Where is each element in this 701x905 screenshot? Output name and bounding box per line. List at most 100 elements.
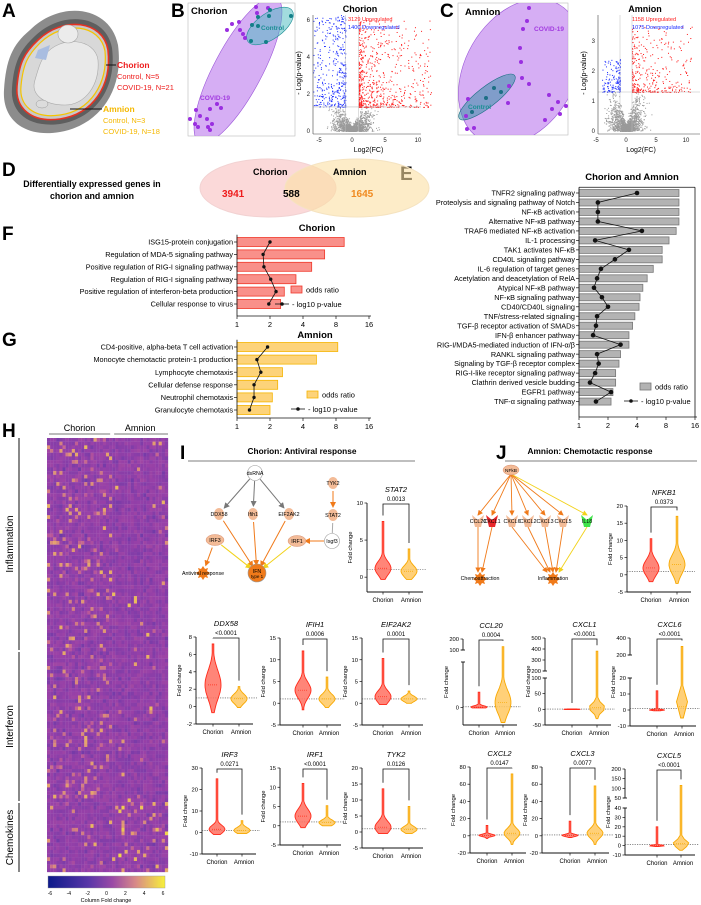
volcano-point-down xyxy=(320,77,322,79)
volcano-point-down xyxy=(328,83,330,85)
volcano-point-ns xyxy=(351,129,353,131)
volcano-point-up xyxy=(419,79,421,81)
volcano-point-down xyxy=(613,65,615,67)
volcano-point-down xyxy=(602,79,604,81)
volcano-point-ns xyxy=(346,121,348,123)
volcano-point-ns xyxy=(362,127,364,129)
volcano-point-ns xyxy=(332,123,334,125)
volcano-point-down xyxy=(616,68,618,70)
volcano-point-up xyxy=(638,67,640,69)
x-tick-label: 16 xyxy=(365,320,373,329)
volcano-point-up xyxy=(374,106,376,108)
volcano-point-ns xyxy=(620,110,622,112)
volcano-point-ns xyxy=(614,105,616,107)
volcano-point-ns xyxy=(622,124,624,126)
volcano-point-up xyxy=(386,104,388,106)
volcano-point-up xyxy=(408,96,410,98)
volcano-point-up xyxy=(649,90,651,92)
volcano-point-up xyxy=(384,88,386,90)
heatmap-cell xyxy=(149,441,153,446)
volcano-point-ns xyxy=(342,130,344,132)
volcano-point-ns xyxy=(338,118,340,120)
volcano-point-ns xyxy=(617,107,619,109)
volcano-point-up xyxy=(369,85,371,87)
heatmap-cell xyxy=(136,456,141,461)
volcano-point-ns xyxy=(636,121,638,123)
volcano-point-up xyxy=(373,29,375,31)
volcano-point-down xyxy=(610,84,612,86)
volcano-point-up xyxy=(368,104,370,106)
volcano-point-ns xyxy=(605,118,607,120)
volcano-point-up xyxy=(646,70,648,72)
volcano-point-down xyxy=(319,105,321,107)
volcano-point-up xyxy=(369,76,371,78)
volcano-point-up xyxy=(419,57,421,59)
volcano-point-ns xyxy=(611,124,613,126)
volcano-point-ns xyxy=(366,128,368,130)
volcano-point-up xyxy=(648,35,650,37)
volcano-point-down xyxy=(328,98,330,100)
volcano-point-up xyxy=(669,87,671,89)
volcano-point-up xyxy=(383,101,385,103)
volcano-point-ns xyxy=(340,122,342,124)
heatmap-cell xyxy=(65,460,69,464)
volcano-point-down xyxy=(342,97,344,99)
volcano-point-ns xyxy=(616,111,618,113)
x-tick-label: 5 xyxy=(654,138,658,144)
volcano-point-up xyxy=(377,53,379,55)
volcano-point-up xyxy=(408,60,410,62)
volcano-point-ns xyxy=(631,123,633,125)
volcano-point-down xyxy=(318,27,320,29)
heatmap-cell xyxy=(81,441,85,446)
volcano-point-up xyxy=(645,89,647,91)
volcano-point-ns xyxy=(612,109,614,111)
heatmap-cell xyxy=(71,456,76,461)
volcano-point-ns xyxy=(348,129,350,131)
volcano-point-ns xyxy=(351,129,353,131)
volcano-point-up xyxy=(404,86,406,88)
volcano-point-up xyxy=(635,73,637,75)
volcano-point-up xyxy=(377,44,379,46)
volcano-point-up xyxy=(373,79,375,81)
volcano-point-up xyxy=(398,106,400,108)
volcano-point-down xyxy=(615,86,617,88)
volcano-point-up xyxy=(372,97,374,99)
volcano-point-down xyxy=(615,82,617,84)
volcano-point-ns xyxy=(614,128,616,130)
volcano-point-down xyxy=(611,59,613,61)
volcano-point-ns xyxy=(620,105,622,107)
volcano-point-ns xyxy=(612,123,614,125)
category-label: RIG-I-like receptor signaling pathway xyxy=(455,369,575,378)
volcano-point-up xyxy=(358,105,360,107)
volcano-point-ns xyxy=(355,122,357,124)
volcano-point-down xyxy=(337,101,339,103)
volcano-point-up xyxy=(374,101,376,103)
volcano-point-ns xyxy=(333,115,335,117)
volcano-point-down xyxy=(329,100,331,102)
volcano-point-down xyxy=(318,24,320,26)
volcano-point-up xyxy=(369,89,371,91)
volcano-point-ns xyxy=(350,127,352,129)
volcano-point-ns xyxy=(362,113,364,115)
volcano-point-up xyxy=(369,105,371,107)
volcano-point-ns xyxy=(635,124,637,126)
volcano-point-up xyxy=(376,88,378,90)
volcano-point-down xyxy=(317,63,319,65)
heatmap-cell xyxy=(146,441,150,446)
pvalue-point xyxy=(594,276,600,281)
volcano-point-ns xyxy=(614,92,616,94)
volcano-point-ns xyxy=(622,115,624,117)
category-label: CD40/CD40L signaling xyxy=(501,302,575,311)
volcano-point-ns xyxy=(365,112,367,114)
volcano-point-up xyxy=(401,104,403,106)
volcano-point-ns xyxy=(632,106,634,108)
volcano-point-ns xyxy=(366,117,368,119)
volcano-point-up xyxy=(364,71,366,73)
volcano-point-ns xyxy=(327,126,329,128)
volcano-point-up xyxy=(675,89,677,91)
volcano-point-down xyxy=(329,106,331,108)
volcano-point-ns xyxy=(354,128,356,130)
volcano-point-ns xyxy=(612,108,614,110)
volcano-point-down xyxy=(340,62,342,64)
